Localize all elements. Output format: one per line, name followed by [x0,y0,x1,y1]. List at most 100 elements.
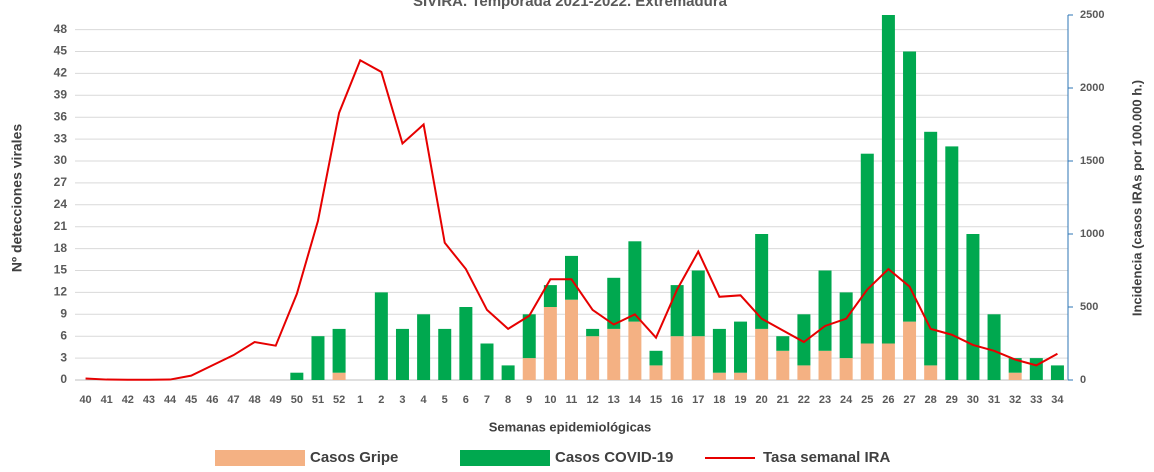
x-tick-label: 23 [819,394,831,406]
y2-tick-label: 2500 [1080,9,1104,21]
y-tick-label: 33 [54,131,68,145]
x-tick-label: 52 [333,394,345,406]
x-tick-label: 50 [291,394,303,406]
y-tick-label: 15 [54,263,68,277]
bar [628,321,642,380]
bar [860,153,874,344]
x-tick-label: 48 [248,394,260,406]
bar [924,131,938,366]
bar [860,343,874,380]
bar [881,343,895,380]
legend-label: Casos Gripe [310,449,398,466]
x-tick-label: 43 [143,394,155,406]
y-tick-label: 3 [60,350,67,364]
y-tick-label: 12 [54,285,68,299]
bar [417,314,431,380]
y-tick-label: 39 [54,87,68,101]
bar [924,365,938,380]
y2-tick-label: 0 [1080,374,1086,386]
bar [670,336,684,380]
bar [649,350,663,366]
y-axis-title: Nº detecciones virales [9,124,25,273]
x-tick-label: 41 [101,394,113,406]
x-tick-label: 42 [122,394,134,406]
bar [543,285,557,307]
bar [332,328,346,373]
bar [311,336,325,380]
legend-swatch [460,450,550,466]
y-tick-label: 18 [54,241,68,255]
bar [628,241,642,322]
chart-title: SIVIRA. Temporada 2021-2022. Extremadura [413,0,728,10]
bar [734,372,748,380]
y-tick-label: 24 [54,197,68,211]
x-tick-label: 34 [1051,394,1064,406]
bar [374,292,388,380]
bar [1008,372,1022,380]
x-tick-label: 1 [357,394,363,406]
x-axis-title: Semanas epidemiológicas [489,419,652,434]
legend-swatch [215,450,305,466]
bar [839,292,853,359]
bar [332,372,346,380]
x-tick-label: 7 [484,394,490,406]
x-tick-label: 51 [312,394,324,406]
x-tick-label: 25 [861,394,873,406]
y2-axis-title: Incidencia (casos IRAs por 100.000 h.) [1129,80,1144,316]
y-tick-label: 45 [54,44,68,58]
x-tick-label: 44 [164,394,177,406]
x-tick-label: 21 [777,394,789,406]
bar [1050,365,1064,380]
x-tick-label: 6 [463,394,469,406]
y-tick-label: 48 [54,22,68,36]
y-tick-label: 9 [60,306,67,320]
x-tick-label: 24 [840,394,853,406]
y2-tick-label: 2000 [1080,82,1104,94]
y-tick-label: 30 [54,153,68,167]
bar [818,350,832,380]
x-tick-label: 18 [713,394,725,406]
line [85,58,1058,381]
y2-tick-label: 1000 [1080,228,1104,240]
x-tick-label: 27 [903,394,915,406]
bar [966,234,980,380]
x-tick-label: 45 [185,394,197,406]
bar [565,255,578,300]
bar [522,314,536,359]
legend-label: Tasa semanal IRA [763,449,890,466]
bar [691,270,705,337]
bar [607,277,621,329]
bar [586,328,600,337]
bar [459,307,473,380]
bar [438,328,452,380]
x-tick-label: 40 [79,394,91,406]
x-tick-label: 49 [270,394,282,406]
y-tick-label: 27 [54,175,68,189]
x-tick-label: 28 [925,394,937,406]
bar [649,365,663,380]
x-tick-label: 33 [1030,394,1042,406]
bar [734,321,748,373]
bar [712,328,726,373]
bar [755,234,769,329]
bar [480,343,494,380]
bar [797,314,811,366]
x-tick-label: 3 [399,394,405,406]
bar [522,358,536,380]
x-tick-label: 26 [882,394,894,406]
x-tick-label: 16 [671,394,683,406]
x-tick-label: 47 [227,394,239,406]
bar [818,270,832,351]
bar [903,51,917,322]
y-tick-label: 42 [54,66,68,80]
bar [712,372,726,380]
bar [565,299,578,380]
x-tick-label: 17 [692,394,704,406]
x-tick-label: 20 [756,394,768,406]
bar [776,350,790,380]
x-tick-label: 19 [734,394,746,406]
x-tick-label: 22 [798,394,810,406]
y-tick-label: 0 [60,372,67,386]
x-tick-label: 30 [967,394,979,406]
